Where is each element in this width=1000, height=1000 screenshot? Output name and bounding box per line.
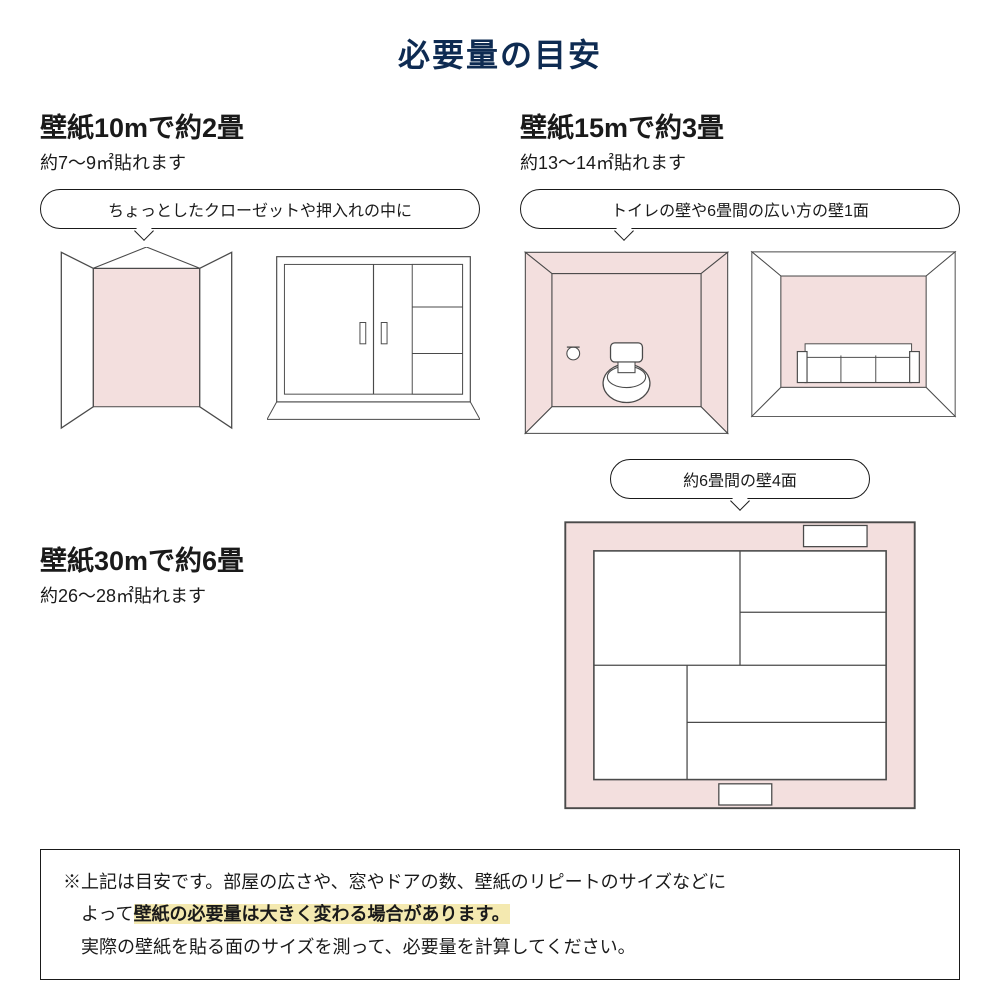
section-10m-bubble: ちょっとしたクローゼットや押入れの中に: [40, 189, 480, 229]
section-30m-bubble: 約6畳間の壁4面: [610, 459, 870, 499]
section-10m-title: 壁紙10mで約2畳: [40, 106, 480, 145]
living-room-one-wall-illustration: [747, 247, 960, 439]
section-10m: 壁紙10mで約2畳 約7〜9㎡貼れます ちょっとしたクローゼットや押入れの中に: [40, 106, 480, 439]
section-30m-title: 壁紙30mで約6畳: [40, 539, 480, 578]
disclaimer-line-2: よって壁紙の必要量は大きく変わる場合があります。: [63, 898, 937, 930]
disclaimer-line-3-text: 実際の壁紙を貼る面のサイズを測って、必要量を計算してください。: [81, 937, 636, 957]
bubble-text: ちょっとしたクローゼットや押入れの中に: [40, 189, 480, 229]
page-title: 必要量の目安: [40, 30, 960, 76]
section-15m: 壁紙15mで約3畳 約13〜14㎡貼れます トイレの壁や6畳間の広い方の壁1面: [520, 106, 960, 439]
disclaimer-line-1: ※上記は目安です。部屋の広さや、窓やドアの数、壁紙のリピートのサイズなどに: [63, 866, 937, 898]
disclaimer-line-2a: よって: [81, 904, 134, 924]
room-all-walls-illustration: [560, 517, 920, 813]
section-15m-sub: 約13〜14㎡貼れます: [520, 149, 960, 175]
section-30m: 壁紙30mで約6畳 約26〜28㎡貼れます: [40, 459, 480, 622]
bubble-text: トイレの壁や6畳間の広い方の壁1面: [520, 189, 960, 229]
closet-illustration: [40, 247, 253, 439]
oshiire-illustration: [267, 247, 480, 439]
disclaimer-box: ※上記は目安です。部屋の広さや、窓やドアの数、壁紙のリピートのサイズなどに よっ…: [40, 849, 960, 980]
disclaimer-highlight: 壁紙の必要量は大きく変わる場合があります。: [134, 904, 510, 924]
section-15m-title: 壁紙15mで約3畳: [520, 106, 960, 145]
section-10m-sub: 約7〜9㎡貼れます: [40, 149, 480, 175]
disclaimer-line-3: 実際の壁紙を貼る面のサイズを測って、必要量を計算してください。: [63, 931, 937, 963]
toilet-room-illustration: [520, 247, 733, 439]
section-15m-bubble: トイレの壁や6畳間の広い方の壁1面: [520, 189, 960, 229]
section-30m-sub: 約26〜28㎡貼れます: [40, 582, 480, 608]
